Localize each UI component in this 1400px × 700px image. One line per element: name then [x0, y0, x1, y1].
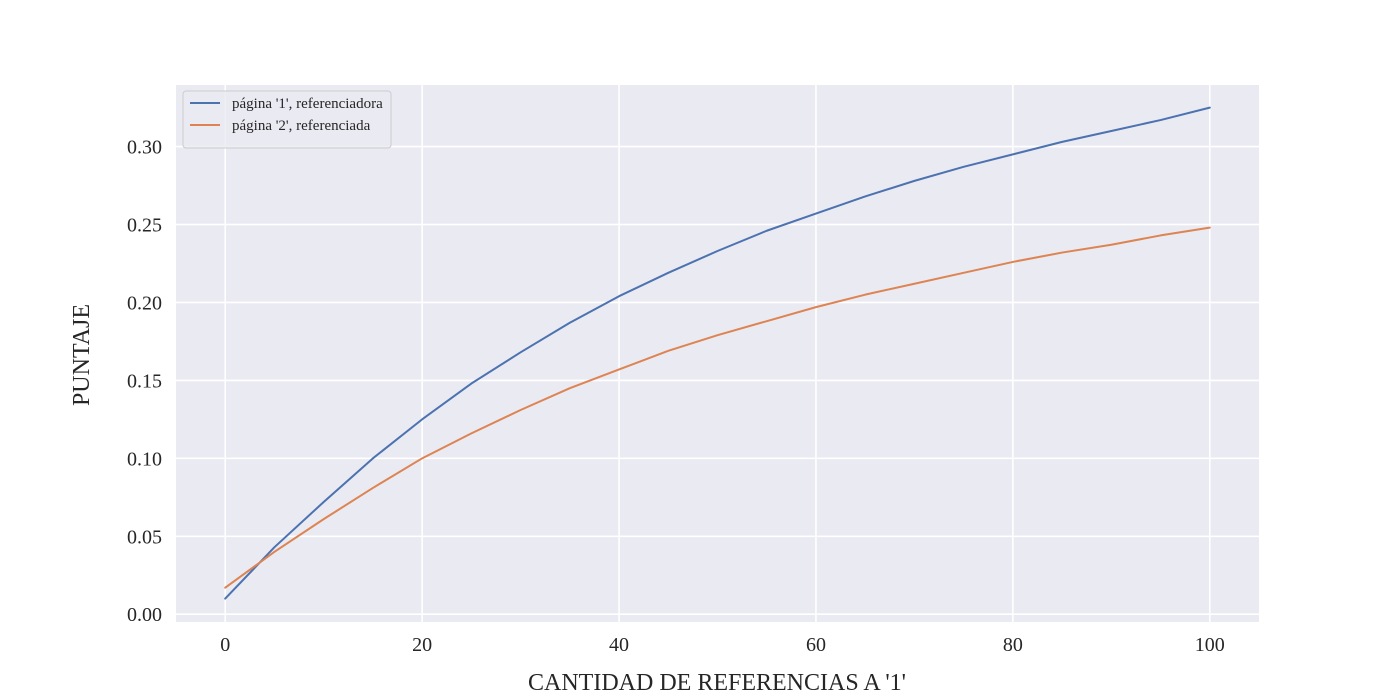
y-tick-labels: 0.00 0.05 0.10 0.15 0.20 0.25 0.30	[127, 137, 162, 627]
x-tick-label: 60	[806, 634, 826, 656]
y-axis-label: PUNTAJE	[69, 304, 95, 406]
y-tick-label: 0.05	[127, 526, 162, 548]
plot-area-background	[176, 85, 1259, 622]
x-tick-label: 100	[1195, 634, 1225, 656]
legend: página '1', referenciadora página '2', re…	[182, 90, 392, 149]
legend-label: página '2', referenciada	[232, 118, 371, 134]
x-tick-label: 80	[1003, 634, 1023, 656]
series-line	[224, 106, 1211, 600]
legend-label: página '1', referenciadora	[232, 96, 383, 112]
x-tick-label: 0	[220, 634, 230, 656]
x-axis-label: CANTIDAD DE REFERENCIAS A '1'	[528, 670, 906, 696]
y-tick-label: 0.25	[127, 215, 162, 237]
series-line	[224, 226, 1211, 589]
y-tick-label: 0.10	[127, 448, 162, 470]
y-tick-label: 0.00	[127, 604, 162, 626]
x-tick-label: 20	[412, 634, 432, 656]
x-tick-labels: 0 20 40 60 80 100	[220, 634, 1225, 656]
series-lines	[224, 106, 1211, 600]
y-tick-label: 0.15	[127, 370, 162, 392]
legend-box	[182, 90, 392, 149]
x-tick-label: 40	[609, 634, 629, 656]
grid-lines	[176, 85, 1259, 622]
y-tick-label: 0.20	[127, 292, 162, 314]
y-tick-label: 0.30	[127, 137, 162, 159]
